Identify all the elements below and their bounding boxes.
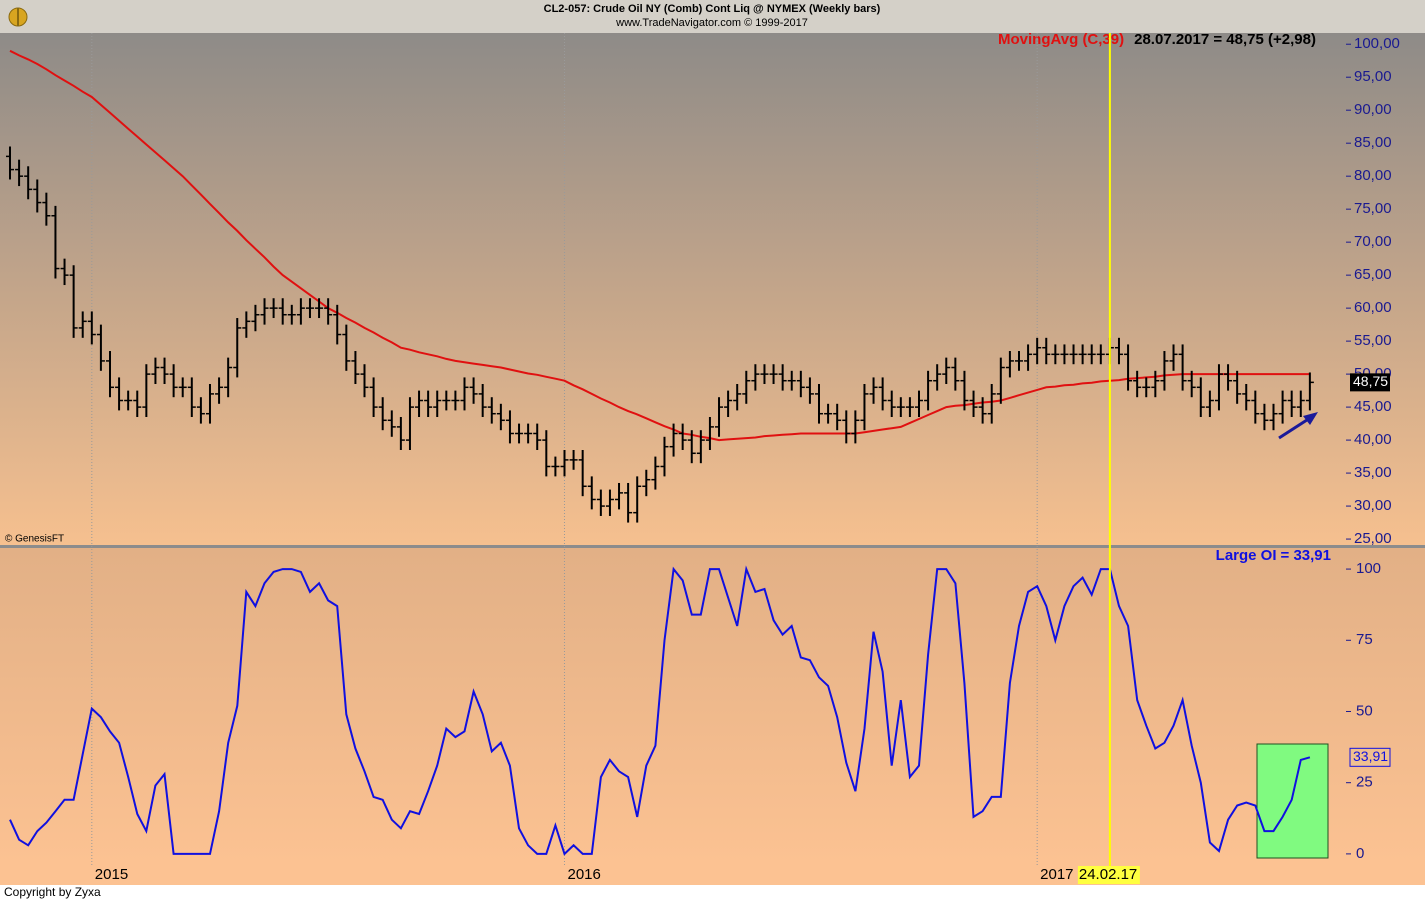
indicator-panel <box>0 548 1425 865</box>
y-tick-label: 45,00 <box>1354 398 1392 415</box>
highlight-box <box>1256 743 1329 859</box>
last-value-badge <box>1350 373 1390 392</box>
price-panel <box>0 33 1425 546</box>
y-tick-label: 25,00 <box>1354 530 1392 547</box>
legend: MovingAvg (C,39) 28.07.2017 = 48,75 (+2,9… <box>998 31 1316 48</box>
x-tick-label: 24.02.17 <box>1079 866 1137 883</box>
x-tick-label: 2016 <box>567 866 600 883</box>
x-tick-label: 2015 <box>95 866 128 883</box>
last-value-label: 33,91 <box>1353 748 1388 764</box>
readout: 28.07.2017 = 48,75 (+2,98) <box>1134 31 1316 48</box>
indicator-legend: Large OI = 33,91 <box>1216 547 1331 564</box>
copyright: Copyright by Zyxa <box>4 885 101 899</box>
y-tick-label: 0 <box>1356 845 1364 862</box>
y-tick-label: 30,00 <box>1354 497 1392 514</box>
trend-arrow <box>1278 412 1318 440</box>
y-tick-label: 90,00 <box>1354 101 1392 118</box>
x-tick-label: 2017 <box>1040 866 1073 883</box>
footer <box>0 885 1425 901</box>
y-tick-label: 95,00 <box>1354 68 1392 85</box>
legend-entry: MovingAvg (C,39) <box>998 31 1124 48</box>
y-tick-label: 75 <box>1356 631 1373 648</box>
panel-divider <box>0 545 1425 548</box>
chart-title: CL2-057: Crude Oil NY (Comb) Cont Liq @ … <box>544 3 881 15</box>
title-bar <box>0 0 1425 33</box>
line <box>9 565 1311 856</box>
y-tick-label: 60,00 <box>1354 299 1392 316</box>
y-tick-label: 50 <box>1356 702 1373 719</box>
line <box>9 49 1310 442</box>
readout: = 33,91 <box>1281 547 1331 564</box>
y-tick-label: 75,00 <box>1354 200 1392 217</box>
y-tick-label: 70,00 <box>1354 233 1392 250</box>
y-tick-label: 100,00 <box>1354 35 1400 52</box>
chart-subtitle: www.TradeNavigator.com © 1999-2017 <box>615 17 808 29</box>
logo <box>8 7 28 27</box>
y-tick-label: 100 <box>1356 560 1381 577</box>
last-value-badge <box>1349 747 1391 767</box>
y-tick-label: 25 <box>1356 774 1373 791</box>
plot-layer: 2015 2016 2017 24.02.17 100,00 95,00 90,00 85,0… <box>6 33 1400 884</box>
y-tick-label: 40,00 <box>1354 431 1392 448</box>
last-value-label: 48,75 <box>1353 373 1388 389</box>
y-tick-label: 80,00 <box>1354 167 1392 184</box>
y-tick-label: 65,00 <box>1354 266 1392 283</box>
source-note: © GenesisFT <box>5 534 64 545</box>
date-strip <box>0 865 1425 885</box>
y-tick-label: 55,00 <box>1354 332 1392 349</box>
highlight-label-bg <box>1077 866 1140 884</box>
legend-entry: Large OI <box>1216 547 1277 564</box>
y-tick-label: 85,00 <box>1354 134 1392 151</box>
y-tick-label: 35,00 <box>1354 464 1392 481</box>
